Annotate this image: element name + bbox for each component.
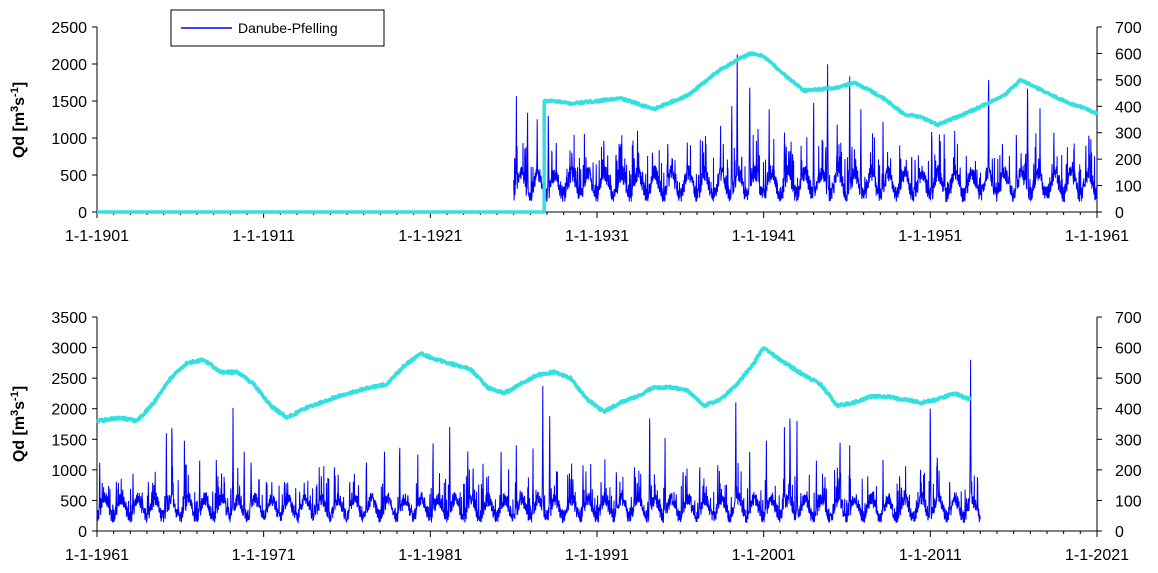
bottom-y-tick-label: 1500	[51, 432, 87, 449]
legend-label-danube-pfelling: Danube-Pfelling	[238, 20, 338, 36]
top-axes: 0 500 1000 1500 2000 2500 0 100 200 300 400 500 600 7…	[51, 20, 1141, 245]
top-y-tick-label: 1500	[51, 94, 87, 111]
top-x-tick-label: 1-1-1961	[1065, 228, 1129, 245]
bottom-y-tick-label: 500	[60, 493, 87, 510]
top-y2-tick-label: 100	[1115, 179, 1142, 196]
top-x-tick-label: 1-1-1941	[732, 228, 796, 245]
legend: Danube-Pfelling	[170, 9, 385, 47]
bottom-axes: 0 500 1000 1500 2000 2500 3000 3500 0 100 200 300 40…	[51, 310, 1141, 564]
top-series-discharge-line	[513, 54, 1098, 203]
bottom-x-tick-label: 1-1-2021	[1065, 547, 1129, 564]
bottom-x-tick-label: 1-1-1991	[565, 547, 629, 564]
top-series-secondary-line	[95, 51, 1099, 214]
top-y2-tick-label: 500	[1115, 73, 1142, 90]
top-y-tick-label: 2000	[51, 57, 87, 74]
bottom-y2-tick-label: 600	[1115, 341, 1142, 358]
top-x-tick-label: 1-1-1901	[65, 228, 129, 245]
bottom-y2-tick-label: 0	[1115, 524, 1124, 541]
top-y2-tick-label: 0	[1115, 205, 1124, 222]
bottom-series-discharge-line	[96, 359, 981, 524]
top-y2-tick-label: 700	[1115, 20, 1142, 37]
bottom-y2-tick-label: 500	[1115, 371, 1142, 388]
top-x-tick-label: 1-1-1931	[565, 228, 629, 245]
bottom-y2-tick-label: 700	[1115, 310, 1142, 327]
top-y-axis-label: Qd [m3s-1]	[9, 82, 28, 158]
top-y2-tick-label: 300	[1115, 126, 1142, 143]
bottom-y-tick-label: 1000	[51, 463, 87, 480]
top-y-tick-label: 0	[78, 205, 87, 222]
top-y2-tick-label: 200	[1115, 152, 1142, 169]
bottom-y2-tick-label: 200	[1115, 463, 1142, 480]
bottom-x-tick-label: 1-1-2011	[899, 547, 962, 564]
bottom-y-tick-label: 0	[78, 524, 87, 541]
bottom-y-tick-label: 3000	[51, 341, 87, 358]
bottom-y2-tick-label: 300	[1115, 432, 1142, 449]
top-x-tick-label: 1-1-1951	[898, 228, 962, 245]
bottom-y2-tick-label: 100	[1115, 493, 1142, 510]
top-y-tick-label: 500	[60, 168, 87, 185]
bottom-chart: 0 500 1000 1500 2000 2500 3000 3500 0 100 200 300 40…	[9, 310, 1142, 564]
bottom-y-tick-label: 3500	[51, 310, 87, 327]
top-y2-tick-label: 400	[1115, 99, 1142, 116]
bottom-x-tick-label: 1-1-1961	[65, 547, 129, 564]
bottom-x-tick-label: 1-1-1981	[398, 547, 462, 564]
bottom-y-tick-label: 2500	[51, 371, 87, 388]
top-x-tick-label: 1-1-1911	[232, 228, 295, 245]
bottom-y-axis-label: Qd [m3s-1]	[9, 386, 28, 462]
top-chart: 0 500 1000 1500 2000 2500 0 100 200 300 400 500 600 7…	[9, 9, 1142, 245]
bottom-y-tick-label: 2000	[51, 402, 87, 419]
top-x-tick-label: 1-1-1921	[398, 228, 462, 245]
bottom-series-secondary-line	[95, 346, 973, 424]
bottom-x-tick-label: 1-1-2001	[732, 547, 796, 564]
top-y-tick-label: 2500	[51, 20, 87, 37]
top-series	[95, 51, 1099, 214]
top-y2-tick-label: 600	[1115, 46, 1142, 63]
bottom-series	[95, 346, 981, 524]
top-y-tick-label: 1000	[51, 131, 87, 148]
bottom-x-tick-label: 1-1-1971	[232, 547, 296, 564]
bottom-y2-tick-label: 400	[1115, 402, 1142, 419]
